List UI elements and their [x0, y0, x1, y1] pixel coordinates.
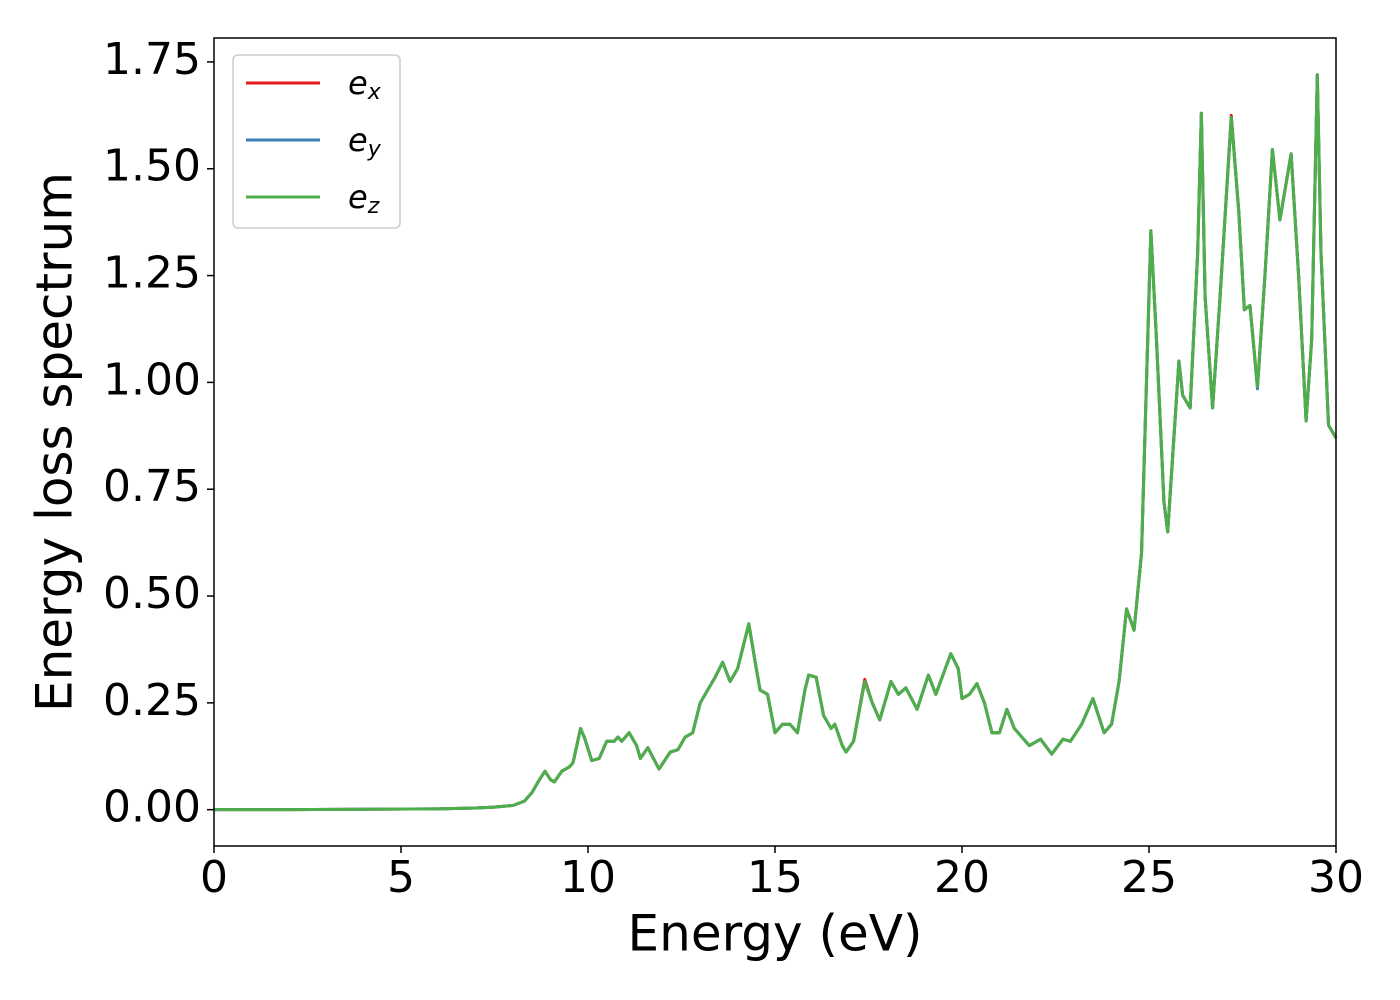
- x-tick-label: 15: [747, 852, 803, 903]
- x-tick-label: 30: [1308, 852, 1364, 903]
- y-tick-label: 1.00: [103, 354, 201, 405]
- series-line: [214, 73, 1338, 812]
- y-tick-label: 0.25: [103, 675, 201, 726]
- y-axis-label: Energy loss spectrum: [26, 172, 84, 712]
- x-tick-label: 0: [200, 852, 228, 903]
- x-axis-label: Energy (eV): [628, 905, 923, 963]
- plot-frame: [213, 37, 1337, 847]
- y-tick-label: 0.75: [103, 461, 201, 512]
- x-tick-label: 5: [387, 852, 415, 903]
- y-tick-label: 1.50: [103, 141, 201, 192]
- legend-label: ey: [348, 121, 382, 162]
- y-tick-label: 1.25: [103, 248, 201, 299]
- legend-label: ez: [348, 178, 380, 219]
- y-tick-label: 1.75: [103, 34, 201, 85]
- x-tick-label: 10: [560, 852, 616, 903]
- y-tick-label: 0.50: [103, 568, 201, 619]
- y-tick-label: 0.00: [103, 782, 201, 833]
- x-tick-label: 25: [1121, 852, 1177, 903]
- legend-label: ex: [348, 64, 382, 105]
- x-tick-label: 20: [934, 852, 990, 903]
